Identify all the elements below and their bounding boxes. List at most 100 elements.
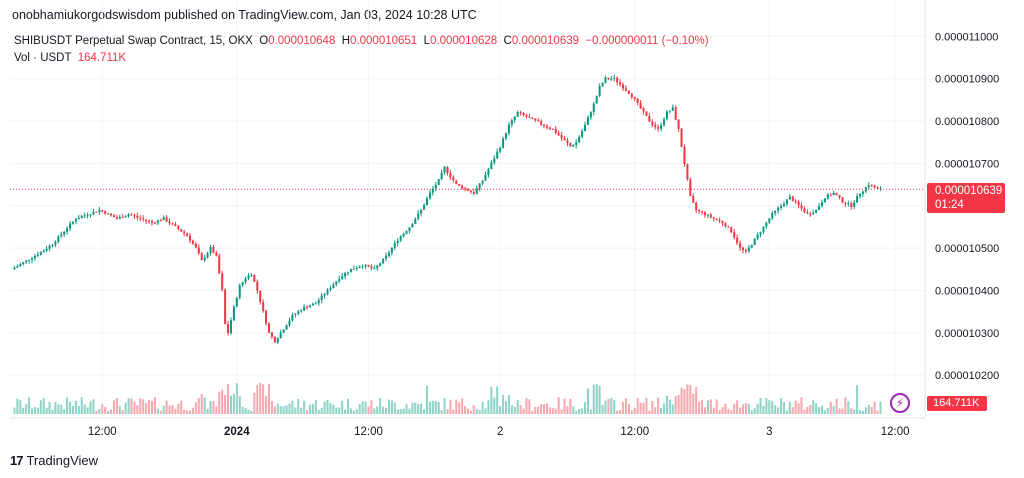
candle-body [308,305,311,308]
candle-body [774,210,777,214]
candle-body [850,203,853,207]
candle-body [411,223,414,228]
volume-bar [762,405,765,414]
candle-body [379,263,382,266]
volume-bar [718,410,721,414]
volume-bar [253,392,256,414]
candle-body [651,121,654,125]
candle-body [499,147,502,152]
volume-bar [540,404,543,414]
candle-body [291,314,294,321]
candle-body [186,233,189,236]
last-price-value: 0.000010639 [935,185,1003,197]
volume-bar [692,393,695,414]
candle-body [71,221,75,224]
volume-bar [496,386,499,414]
volume-bar [844,397,847,414]
candle-body [449,172,452,178]
volume-bar [525,397,528,414]
candle-body [265,310,268,324]
volume-bar [288,403,291,414]
candle-body [815,209,818,213]
volume-bar [344,409,347,414]
price-tick-label: 0.000010500 [935,243,999,255]
candle-body [639,102,642,109]
candle-body [627,90,630,94]
candle-body [469,190,472,192]
candle-body [256,281,259,291]
volume-bar [267,383,271,414]
candle-body [689,179,692,197]
volume-bar [291,400,294,414]
volume-bar [437,402,440,414]
candle-body [209,247,212,253]
candle-body [718,219,721,222]
candle-body [364,264,367,267]
candle-body [803,208,806,213]
candle-body [747,247,750,252]
volume-bar [77,405,80,414]
candle-body [300,310,303,312]
volume-bar [19,400,22,414]
candle-body [624,88,627,91]
candle-body [148,220,151,222]
volume-bar [30,408,34,414]
candle-body [434,184,437,189]
candle-body [168,221,171,224]
candle-body [633,96,636,99]
candle-body [733,232,736,238]
volume-bar [478,410,481,414]
volume-bar [636,398,639,414]
volume-bar [405,404,408,414]
candle-body [674,107,677,120]
price-tick-label: 0.000010300 [935,328,999,340]
candle-body [402,233,405,237]
tradingview-brand[interactable]: 17 TradingView [10,453,98,468]
volume-bar [150,400,153,414]
volume-legend: Vol · USDT 164.711K [14,52,126,64]
volume-bar [475,408,478,414]
lightning-bolt-icon[interactable]: ⚡ [890,393,910,413]
candle-body [566,140,569,144]
volume-bar [270,401,273,414]
candle-body [516,112,519,117]
volume-bar [314,399,317,414]
volume-bar [616,410,619,414]
tradingview-logo-icon: 17 [10,453,24,468]
volume-bar [850,408,853,414]
volume-bar [829,402,832,414]
candle-body [654,124,657,128]
symbol-title[interactable]: SHIBUSDT Perpetual Swap Contract, 15, OK… [14,35,253,47]
candle-body [194,243,197,248]
candle-body [478,183,481,189]
candle-body [484,174,487,181]
time-tick-label: 2024 [224,426,250,438]
volume-bar [455,399,458,414]
volume-bar [370,400,373,414]
close-label: C [503,35,512,47]
volume-bar [698,401,701,414]
candle-body [683,146,686,164]
volume-bars [13,383,882,414]
volume-bar [680,387,683,414]
volume-bar [420,403,423,414]
volume-bar [458,402,461,414]
volume-bar [364,401,367,414]
volume-bar [768,400,771,414]
volume-bar [516,400,519,414]
candle-body [768,218,771,223]
volume-bar [294,407,297,414]
candle-body [352,268,355,270]
volume-bar [879,401,882,414]
volume-bar [683,389,686,414]
volume-bar [186,410,189,414]
volume-bar [153,397,156,414]
candle-body [267,323,271,333]
volume-bar [221,389,224,414]
candle-body [212,247,215,253]
volume-bar [440,410,443,414]
candle-body [545,125,548,128]
volume-bar [578,408,581,414]
volume-bar [250,410,253,414]
